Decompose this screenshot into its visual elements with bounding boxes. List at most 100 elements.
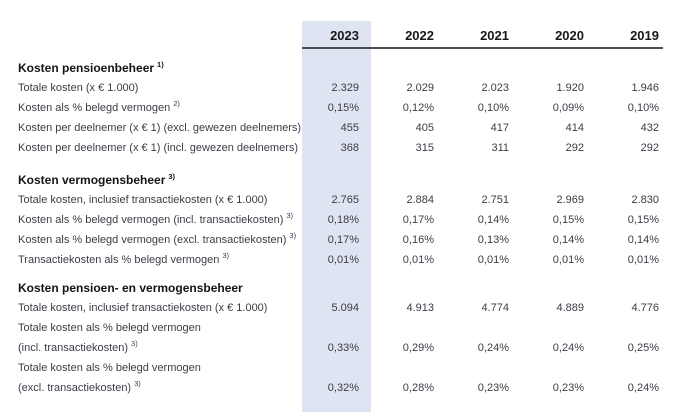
value-2021: 0,13% — [477, 234, 509, 246]
value-2022: 0,16% — [402, 234, 434, 246]
value-2020: 0,14% — [552, 234, 584, 246]
row-label: Kosten als % belegd vermogen 2) — [18, 99, 180, 114]
value-2023: 455 — [340, 122, 359, 134]
value-2023: 0,17% — [327, 234, 359, 246]
value-2019: 0,24% — [627, 382, 659, 394]
section-title-vermogensbeheer: Kosten vermogensbeheer 3) — [0, 170, 659, 190]
table-row: Totale kosten (x € 1.000) 2.329 2.029 2.… — [0, 78, 659, 98]
column-header-2021: 2021 — [480, 28, 509, 43]
value-2021: 0,10% — [477, 102, 509, 114]
value-2019: 0,15% — [627, 214, 659, 226]
row-label: Kosten per deelnemer (x € 1) (incl. gewe… — [18, 142, 299, 154]
value-2021: 4.774 — [481, 302, 509, 314]
value-2019: 0,01% — [627, 254, 659, 266]
header-underline — [302, 47, 663, 49]
footnote-marker: 3) — [134, 379, 141, 389]
footnote-marker: 2) — [173, 99, 180, 109]
value-2019: 0,14% — [627, 234, 659, 246]
section-title-label: Kosten vermogensbeheer 3) — [18, 172, 176, 187]
value-2019: 2.830 — [631, 194, 659, 206]
value-2021: 0,24% — [477, 342, 509, 354]
value-2022: 0,17% — [402, 214, 434, 226]
footnote-marker: 1) — [157, 60, 164, 69]
highlight-column-2023 — [302, 21, 371, 412]
footnote-marker: 3) — [131, 339, 138, 349]
row-label: Totale kosten als % belegd vermogen (inc… — [0, 318, 284, 358]
row-label-line2: (incl. transactiekosten) 3) — [18, 339, 138, 354]
row-label: Totale kosten, inclusief transactiekoste… — [18, 194, 268, 206]
value-2019: 4.776 — [631, 302, 659, 314]
value-2023: 0,15% — [327, 102, 359, 114]
value-2020: 414 — [565, 122, 584, 134]
table-row: Totale kosten, inclusief transactiekoste… — [0, 298, 659, 318]
value-2020: 0,15% — [552, 214, 584, 226]
value-2020: 0,01% — [552, 254, 584, 266]
value-2021: 2.023 — [481, 82, 509, 94]
value-2020: 0,24% — [552, 342, 584, 354]
value-2023: 368 — [340, 142, 359, 154]
row-label: Totale kosten als % belegd vermogen (exc… — [0, 358, 284, 398]
value-2021: 311 — [491, 142, 509, 154]
table-row: Kosten als % belegd vermogen 2) 0,15% 0,1… — [0, 98, 659, 118]
value-2023: 2.329 — [331, 82, 359, 94]
value-2021: 2.751 — [481, 194, 509, 206]
table-row: Totale kosten als % belegd vermogen (inc… — [0, 318, 659, 358]
value-2020: 0,23% — [552, 382, 584, 394]
row-label: Transactiekosten als % belegd vermogen 3) — [18, 251, 230, 266]
section-title-label: Kosten pensioen- en vermogensbeheer — [18, 281, 243, 295]
value-2023: 0,32% — [327, 382, 359, 394]
column-header-2020: 2020 — [555, 28, 584, 43]
section-title-pensioenbeheer: Kosten pensioenbeheer 1) — [0, 58, 659, 78]
row-label: Kosten per deelnemer (x € 1) (excl. gewe… — [18, 122, 302, 134]
cost-table: 2023 2022 2021 2020 2019 Kosten pensioen… — [0, 21, 659, 398]
value-2022: 2.029 — [406, 82, 434, 94]
value-2023: 5.094 — [331, 302, 359, 314]
row-label: Kosten als % belegd vermogen (excl. tran… — [18, 231, 297, 246]
value-2019: 0,25% — [627, 342, 659, 354]
value-2020: 2.969 — [556, 194, 584, 206]
footnote-marker: 3) — [168, 172, 176, 181]
column-header-2022: 2022 — [405, 28, 434, 43]
value-2020: 292 — [565, 142, 584, 154]
value-2022: 0,29% — [402, 342, 434, 354]
value-2022: 0,01% — [402, 254, 434, 266]
value-2019: 1.946 — [631, 82, 659, 94]
section-title-pensioen-en-vermogensbeheer: Kosten pensioen- en vermogensbeheer — [0, 278, 659, 298]
year-header-row: 2023 2022 2021 2020 2019 — [0, 21, 659, 47]
value-2023: 0,33% — [327, 342, 359, 354]
table-row: Kosten als % belegd vermogen (excl. tran… — [0, 230, 659, 250]
value-2023: 0,18% — [327, 214, 359, 226]
table-row: Kosten per deelnemer (x € 1) (excl. gewe… — [0, 118, 659, 138]
value-2022: 315 — [415, 142, 434, 154]
value-2023: 2.765 — [331, 194, 359, 206]
value-2021: 0,23% — [477, 382, 509, 394]
value-2020: 4.889 — [556, 302, 584, 314]
value-2022: 405 — [415, 122, 434, 134]
table-row: Totale kosten, inclusief transactiekoste… — [0, 190, 659, 210]
table-row: Kosten als % belegd vermogen (incl. tran… — [0, 210, 659, 230]
section-title-label: Kosten pensioenbeheer 1) — [18, 60, 164, 75]
value-2020: 0,09% — [552, 102, 584, 114]
footnote-marker: 3) — [289, 231, 297, 241]
column-header-2019: 2019 — [630, 28, 659, 43]
row-label-line2: (excl. transactiekosten) 3) — [18, 379, 141, 394]
value-2022: 4.913 — [406, 302, 434, 314]
table-row: Transactiekosten als % belegd vermogen 3)… — [0, 250, 659, 270]
column-header-2023: 2023 — [330, 28, 359, 43]
footnote-marker: 3) — [222, 251, 230, 261]
value-2022: 0,28% — [402, 382, 434, 394]
footnote-marker: 3) — [286, 211, 294, 221]
value-2019: 432 — [640, 122, 659, 134]
table-row: Totale kosten als % belegd vermogen (exc… — [0, 358, 659, 398]
row-label-line1: Totale kosten als % belegd vermogen — [18, 362, 201, 374]
table-row: Kosten per deelnemer (x € 1) (incl. gewe… — [0, 138, 659, 158]
row-label: Kosten als % belegd vermogen (incl. tran… — [18, 211, 294, 226]
value-2019: 292 — [640, 142, 659, 154]
value-2022: 2.884 — [406, 194, 434, 206]
value-2021: 0,14% — [477, 214, 509, 226]
value-2021: 417 — [490, 122, 509, 134]
value-2023: 0,01% — [327, 254, 359, 266]
row-label: Totale kosten (x € 1.000) — [18, 82, 139, 94]
row-label-line1: Totale kosten als % belegd vermogen — [18, 322, 201, 334]
